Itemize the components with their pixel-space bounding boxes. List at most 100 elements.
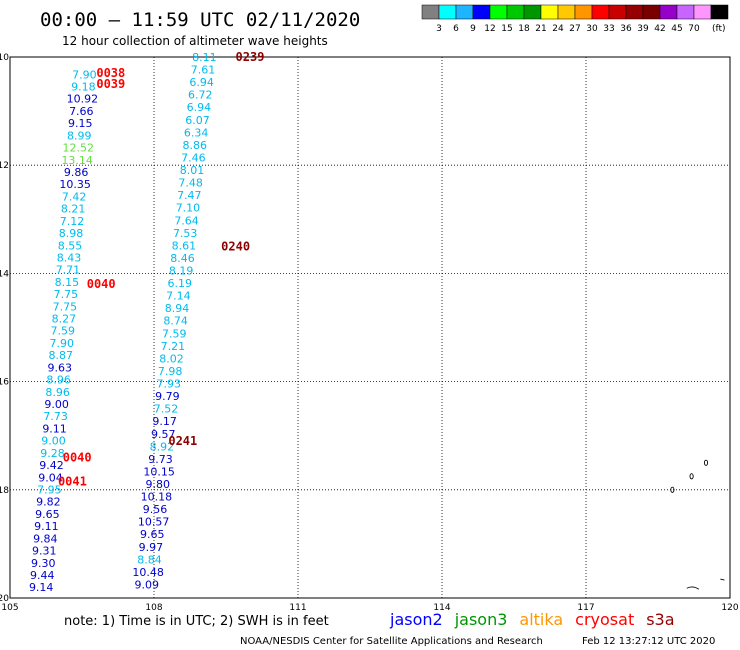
colorbar-legend: 3 6 9 12 15 18 21 24 27 30 33 36 39 42 45 70 bbox=[421, 4, 729, 34]
footer-note: note: 1) Time is in UTC; 2) SWH is in fe… bbox=[64, 614, 329, 629]
swh-value: 6.94 bbox=[189, 76, 214, 89]
swh-value: 7.93 bbox=[156, 378, 181, 391]
x-tick-label: 105 bbox=[1, 603, 18, 613]
gridlines bbox=[10, 57, 730, 598]
swh-value: 8.19 bbox=[169, 265, 194, 278]
colorbar-swatch bbox=[625, 4, 644, 20]
colorbar-label: 36 bbox=[620, 24, 632, 34]
swh-value: 7.61 bbox=[191, 64, 216, 77]
x-tick-label: 114 bbox=[433, 603, 450, 613]
swh-value: 7.71 bbox=[56, 264, 81, 277]
swh-value: 9.80 bbox=[146, 478, 171, 491]
mission-label-cryosat: cryosat bbox=[575, 610, 634, 629]
swh-value: 7.95 bbox=[37, 483, 62, 496]
swh-value: 7.42 bbox=[62, 190, 87, 203]
swh-value: 9.79 bbox=[155, 390, 180, 403]
colorbar-swatch bbox=[540, 4, 559, 20]
colorbar-label: 24 bbox=[552, 24, 564, 34]
swh-value: 7.90 bbox=[72, 68, 97, 81]
mission-legend: jason2 jason3 altika cryosat s3a bbox=[389, 610, 675, 629]
swh-value: 8.94 bbox=[165, 302, 190, 315]
swh-value: 8.02 bbox=[159, 352, 184, 365]
swh-value: 8.98 bbox=[59, 227, 84, 240]
colorbar-label: 30 bbox=[586, 24, 598, 34]
swh-value: 9.04 bbox=[38, 471, 63, 484]
colorbar-swatch bbox=[523, 4, 542, 20]
colorbar-swatch bbox=[421, 4, 440, 20]
swh-value: 9.15 bbox=[68, 117, 93, 130]
swh-value: 8.86 bbox=[183, 139, 208, 152]
swh-value: 9.65 bbox=[140, 528, 165, 541]
swh-value: 9.14 bbox=[29, 581, 54, 594]
plot-frame bbox=[9, 56, 731, 599]
x-tick-label: 117 bbox=[577, 603, 594, 613]
swh-value: 7.21 bbox=[161, 340, 186, 353]
swh-value: 8.61 bbox=[172, 239, 197, 252]
swh-value: 8.84 bbox=[137, 553, 162, 566]
swh-value: 7.64 bbox=[174, 214, 199, 227]
swh-value: 9.97 bbox=[139, 541, 164, 554]
altimeter-tracks: 7.909.1810.927.669.158.9912.5213.149.861… bbox=[29, 51, 217, 594]
x-tick-label: 120 bbox=[721, 603, 738, 613]
island-outline bbox=[689, 473, 694, 480]
swh-value: 7.59 bbox=[162, 327, 187, 340]
swh-value: 8.15 bbox=[55, 276, 80, 289]
swh-value: 7.73 bbox=[43, 410, 68, 423]
swh-value: 8.27 bbox=[52, 313, 77, 326]
swh-value: 9.44 bbox=[30, 569, 55, 582]
colorbar-swatch bbox=[710, 4, 729, 20]
swh-value: 9.56 bbox=[143, 503, 168, 516]
swh-value: 10.48 bbox=[132, 566, 164, 579]
swh-value: 6.19 bbox=[167, 277, 192, 290]
swh-value: 7.48 bbox=[178, 177, 203, 190]
swh-value: 6.07 bbox=[185, 114, 210, 127]
swh-value: 9.84 bbox=[33, 532, 58, 545]
x-tick-label: 108 bbox=[145, 603, 162, 613]
island-outline bbox=[670, 486, 675, 493]
swh-value: 7.52 bbox=[154, 403, 179, 416]
swh-value: 8.11 bbox=[192, 51, 217, 64]
colorbar-label: 12 bbox=[484, 24, 495, 34]
colorbar-swatch bbox=[472, 4, 491, 20]
colorbar-label: 70 bbox=[688, 24, 700, 34]
colorbar-swatch bbox=[489, 4, 508, 20]
colorbar-swatch bbox=[676, 4, 695, 20]
swh-value: 8.55 bbox=[58, 239, 83, 252]
swh-value: 8.43 bbox=[57, 251, 82, 264]
y-tick-label: 14 bbox=[0, 269, 9, 279]
colorbar-swatch bbox=[693, 4, 712, 20]
swh-value: 9.11 bbox=[34, 520, 59, 533]
pass-time-label: 0039 bbox=[96, 77, 125, 91]
y-axis-ticks: 20 18 16 14 12 10 bbox=[0, 53, 9, 604]
colorbar-label: 27 bbox=[569, 24, 580, 34]
plot-area: 7.909.1810.927.669.158.9912.5213.149.861… bbox=[9, 50, 731, 599]
swh-value: 8.46 bbox=[170, 252, 195, 265]
pass-time-label: 0040 bbox=[63, 450, 92, 464]
swh-value: 7.59 bbox=[51, 325, 76, 338]
colorbar-swatch bbox=[608, 4, 627, 20]
swh-value: 9.31 bbox=[32, 545, 57, 558]
x-axis-ticks: 105 108 111 114 117 120 bbox=[1, 603, 738, 613]
mission-label-altika: altika bbox=[519, 610, 563, 629]
swh-value: 7.75 bbox=[54, 288, 79, 301]
mission-label-s3a: s3a bbox=[646, 610, 674, 629]
swh-value: 7.90 bbox=[50, 337, 75, 350]
swh-value: 10.92 bbox=[67, 93, 99, 106]
swh-value: 8.96 bbox=[46, 374, 71, 387]
swh-value: 7.10 bbox=[176, 202, 201, 215]
colorbar-swatch bbox=[506, 4, 525, 20]
swh-value: 9.30 bbox=[31, 557, 56, 570]
coastline-fragment bbox=[686, 578, 725, 590]
pass-time-label: 0038 bbox=[96, 66, 125, 80]
swh-value: 9.65 bbox=[35, 508, 60, 521]
island-outline bbox=[703, 459, 709, 466]
y-tick-label: 10 bbox=[0, 53, 9, 63]
y-tick-label: 20 bbox=[0, 594, 9, 604]
swh-value: 9.00 bbox=[41, 435, 66, 448]
swh-value: 7.66 bbox=[69, 105, 94, 118]
swh-value: 7.98 bbox=[158, 365, 183, 378]
swh-value: 6.94 bbox=[187, 101, 212, 114]
pass-time-label: 0239 bbox=[236, 50, 265, 64]
colorbar-label: 15 bbox=[501, 24, 512, 34]
